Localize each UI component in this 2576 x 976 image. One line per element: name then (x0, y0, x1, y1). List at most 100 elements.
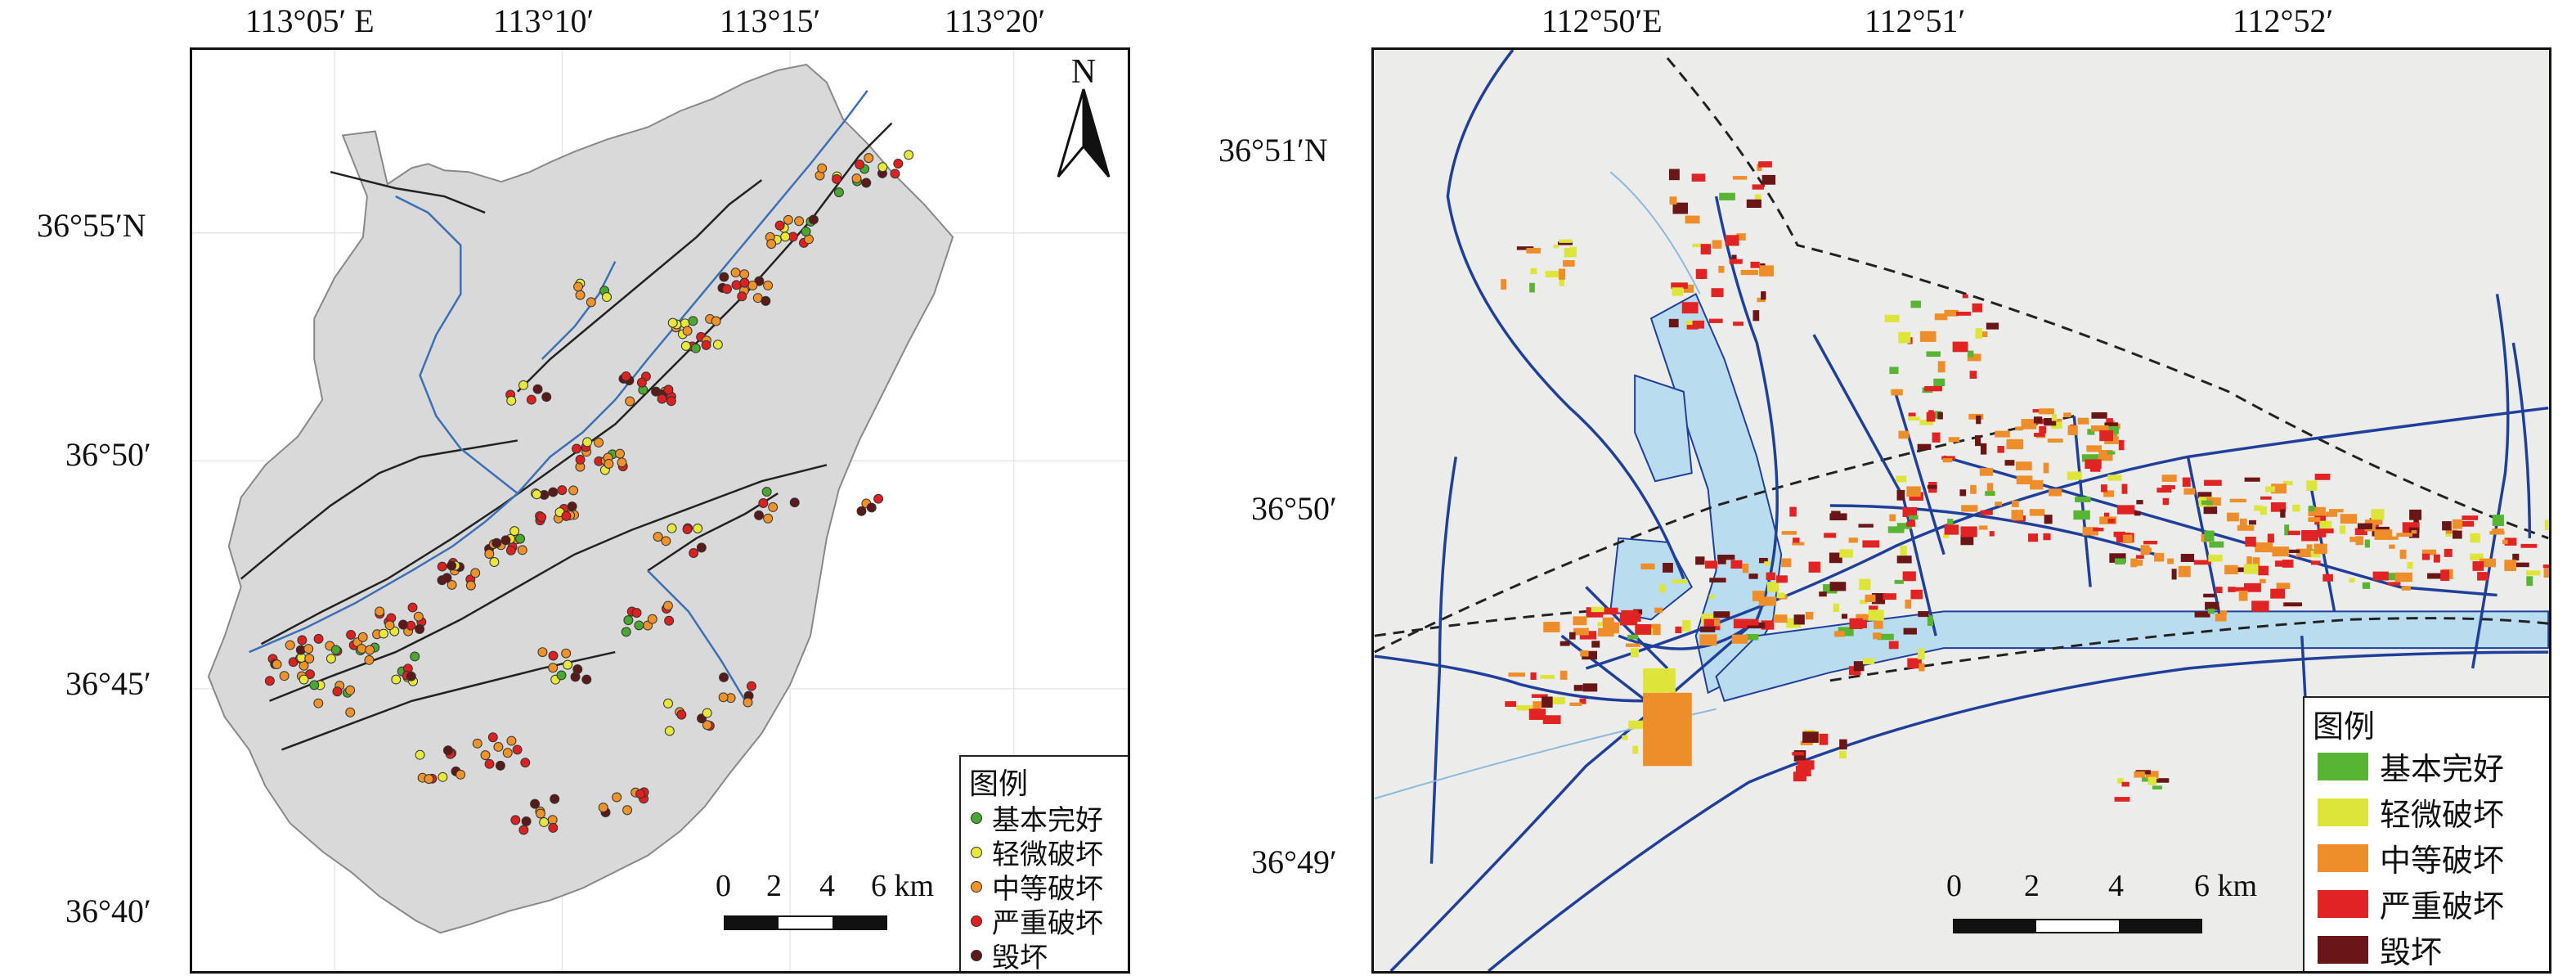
building-block (1766, 572, 1776, 581)
legend-item-destroyed: 毁坏 (971, 935, 1048, 971)
building-block (2280, 509, 2286, 518)
building-block (2445, 529, 2458, 534)
building-block (1700, 244, 1711, 255)
building-block (1650, 623, 1661, 636)
building-block (1985, 491, 1995, 497)
building-block (1717, 555, 1735, 560)
building-block (1819, 591, 1827, 597)
building-block (1663, 563, 1673, 573)
damage-point (510, 815, 521, 825)
building-block (1560, 641, 1570, 646)
building-block (2306, 544, 2313, 551)
damage-point (532, 489, 542, 500)
damage-point (517, 545, 527, 555)
building-block (1559, 239, 1573, 243)
damage-point (424, 774, 434, 785)
damage-point (493, 741, 504, 752)
building-block (1730, 560, 1743, 569)
building-block (2082, 527, 2098, 536)
building-block (1713, 611, 1730, 618)
building-block (2063, 412, 2071, 418)
building-block (2044, 417, 2057, 426)
damage-point (575, 290, 586, 300)
building-block (2204, 530, 2215, 542)
building-block (1568, 632, 1576, 640)
building-block (2354, 528, 2367, 536)
legend-label: 严重破坏 (992, 909, 1103, 939)
building-block (1709, 578, 1726, 582)
building-block (2270, 502, 2287, 512)
building-block (2043, 462, 2049, 474)
damage-point (663, 698, 673, 708)
building-block (2099, 430, 2113, 442)
damage-point (357, 632, 368, 642)
building-block (2206, 497, 2221, 506)
damage-point (568, 485, 579, 496)
building-block (1683, 284, 1694, 293)
building-block (1917, 443, 1932, 450)
scale-label-6km: 6 km (871, 869, 935, 903)
building-block (1550, 697, 1565, 704)
building-block (1932, 432, 1941, 443)
damage-point (851, 173, 862, 184)
building-block (1833, 603, 1840, 613)
building-block (2201, 500, 2213, 506)
building-block (2364, 539, 2370, 548)
building-block (1831, 510, 1841, 515)
building-block (1934, 313, 1948, 321)
building-block (1685, 215, 1700, 224)
building-block (2205, 601, 2219, 610)
building-block (2504, 537, 2517, 546)
damage-point (548, 487, 559, 497)
building-block (2207, 608, 2215, 614)
damage-point (407, 602, 418, 613)
building-block (2193, 560, 2211, 565)
damage-point (702, 708, 712, 718)
damage-point (345, 707, 356, 717)
building-block (1672, 579, 1688, 584)
building-block (1926, 351, 1941, 358)
building-block (2317, 530, 2327, 537)
building-block (1573, 616, 1587, 626)
damage-point (575, 454, 586, 465)
top-tick-3: 113°15′ (720, 2, 821, 39)
building-block (1714, 619, 1721, 627)
damage-point (621, 627, 631, 637)
building-block (1635, 623, 1652, 635)
building-block (2442, 521, 2452, 531)
legend-swatch-icon (2318, 798, 2368, 826)
building-block (1891, 389, 1903, 396)
building-block (2085, 459, 2102, 470)
building-block (1516, 704, 1533, 711)
legend-swatch-icon (2318, 843, 2368, 872)
damage-point (456, 769, 466, 780)
building-block (1733, 618, 1749, 629)
building-block (1927, 615, 1934, 627)
building-block (2114, 797, 2130, 802)
building-block (1839, 549, 1853, 558)
building-block (2116, 505, 2135, 515)
building-block (2030, 479, 2044, 490)
damage-point (345, 685, 356, 695)
legend-label: 轻微破坏 (2380, 798, 2505, 833)
building-block (1559, 275, 1564, 286)
building-block (1750, 261, 1760, 268)
building-block (1924, 385, 1942, 392)
damage-point (623, 615, 634, 626)
building-block (2147, 776, 2157, 785)
damage-point (548, 822, 559, 833)
damage-point (832, 173, 842, 184)
damage-point (696, 542, 707, 553)
building-block (1761, 174, 1776, 185)
legend-label: 轻微破坏 (992, 840, 1103, 870)
building-block (2411, 530, 2417, 534)
damage-point (855, 160, 865, 169)
damage-point (758, 498, 769, 508)
building-block (2134, 771, 2145, 778)
building-block (1978, 525, 1988, 530)
damage-point (285, 640, 295, 650)
building-block (1906, 486, 1921, 497)
building-block (2389, 544, 2395, 549)
damage-point (506, 395, 517, 406)
building-block (1979, 467, 1994, 476)
